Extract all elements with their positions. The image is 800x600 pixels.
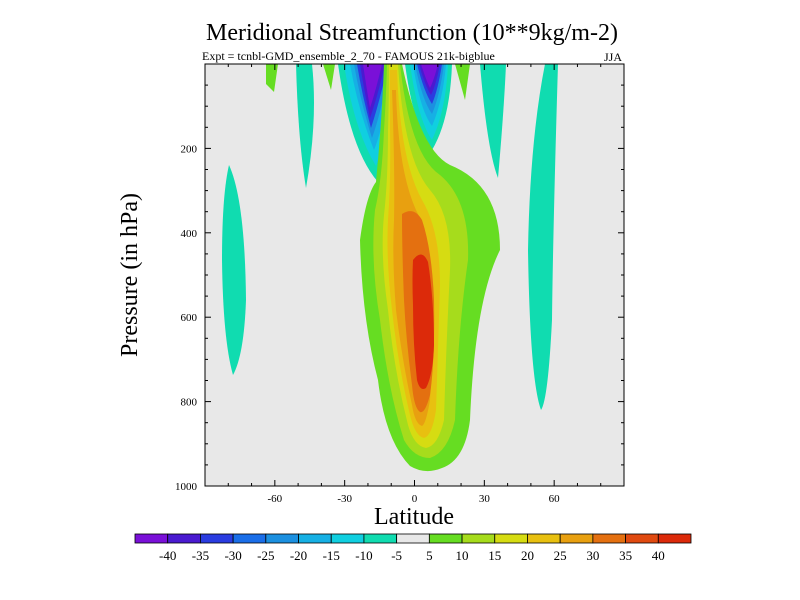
x-tick-label: -30 bbox=[337, 493, 352, 505]
colorbar-swatch bbox=[232, 533, 267, 544]
y-tick-label: 400 bbox=[181, 228, 198, 240]
colorbar-swatch bbox=[494, 533, 528, 544]
y-tick-label: 1000 bbox=[175, 481, 198, 493]
colorbar-label: -40 bbox=[159, 548, 176, 563]
colorbar-swatch bbox=[559, 533, 594, 544]
chart-subtitle: Expt = tcnbl-GMD_ensemble_2_70 - FAMOUS … bbox=[202, 49, 495, 63]
contour-field bbox=[222, 64, 558, 472]
colorbar-swatch bbox=[330, 533, 365, 544]
colorbar-label: -20 bbox=[290, 548, 307, 563]
season-label: JJA bbox=[604, 50, 622, 64]
colorbar-label: 30 bbox=[586, 548, 599, 563]
colorbar-swatch bbox=[461, 533, 496, 544]
colorbar-swatch bbox=[134, 533, 169, 544]
upper-left-negative-streak bbox=[296, 64, 314, 188]
x-axis-label: Latitude bbox=[374, 504, 454, 530]
colorbar-label: -25 bbox=[257, 548, 274, 563]
colorbar-swatch bbox=[363, 533, 398, 544]
colorbar-label: -15 bbox=[323, 548, 340, 563]
y-tick-label: 600 bbox=[181, 312, 198, 324]
northern-midlatitude-cell bbox=[528, 64, 558, 410]
northern-upper-spot bbox=[455, 64, 470, 100]
colorbar-label: 40 bbox=[652, 548, 665, 563]
y-tick-label: 800 bbox=[181, 397, 198, 409]
upper-left-spot bbox=[266, 64, 278, 92]
northern-upper-negative-streak bbox=[480, 64, 506, 178]
colorbar-label: 10 bbox=[456, 548, 469, 563]
colorbar-label: 5 bbox=[426, 548, 433, 563]
colorbar-swatch bbox=[298, 533, 332, 544]
colorbar-label: 35 bbox=[619, 548, 632, 563]
chart-title: Meridional Streamfunction (10**9kg/m-2) bbox=[206, 20, 618, 46]
colorbar-swatch bbox=[657, 533, 692, 544]
southern-midlatitude-cell bbox=[222, 165, 246, 375]
colorbar-label: -35 bbox=[192, 548, 209, 563]
colorbar-swatch bbox=[625, 533, 659, 544]
colorbar-swatch bbox=[396, 533, 430, 544]
colorbar-label: -10 bbox=[355, 548, 372, 563]
colorbar-swatch bbox=[527, 533, 561, 544]
colorbar-swatch bbox=[265, 533, 299, 544]
northern-hadley-cell bbox=[360, 64, 500, 472]
y-tick-label: 200 bbox=[181, 143, 198, 155]
colorbar: -40 -35 -30 -25 -20 -15 -10 -5 5 10 15 20 25 30 35 40 bbox=[134, 533, 692, 563]
x-tick-label: -60 bbox=[267, 493, 282, 505]
x-tick-label: 0 bbox=[412, 493, 418, 505]
colorbar-swatch bbox=[428, 533, 463, 544]
colorbar-label: -30 bbox=[224, 548, 241, 563]
colorbar-label: -5 bbox=[391, 548, 402, 563]
colorbar-swatch bbox=[592, 533, 626, 544]
colorbar-label: 20 bbox=[521, 548, 534, 563]
colorbar-swatch bbox=[167, 533, 201, 544]
x-axis: -60 -30 0 30 60 bbox=[204, 64, 625, 505]
colorbar-label: 25 bbox=[554, 548, 567, 563]
x-tick-label: 30 bbox=[479, 493, 491, 505]
y-axis: 200 400 600 800 1000 bbox=[175, 63, 624, 493]
colorbar-swatch bbox=[200, 533, 234, 544]
upper-left-spot-2 bbox=[323, 64, 335, 90]
y-axis-label: Pressure (in hPa) bbox=[117, 193, 143, 357]
northern-upper-negative-cell bbox=[405, 64, 452, 150]
x-tick-label: 60 bbox=[549, 493, 561, 505]
colorbar-label: 15 bbox=[488, 548, 501, 563]
